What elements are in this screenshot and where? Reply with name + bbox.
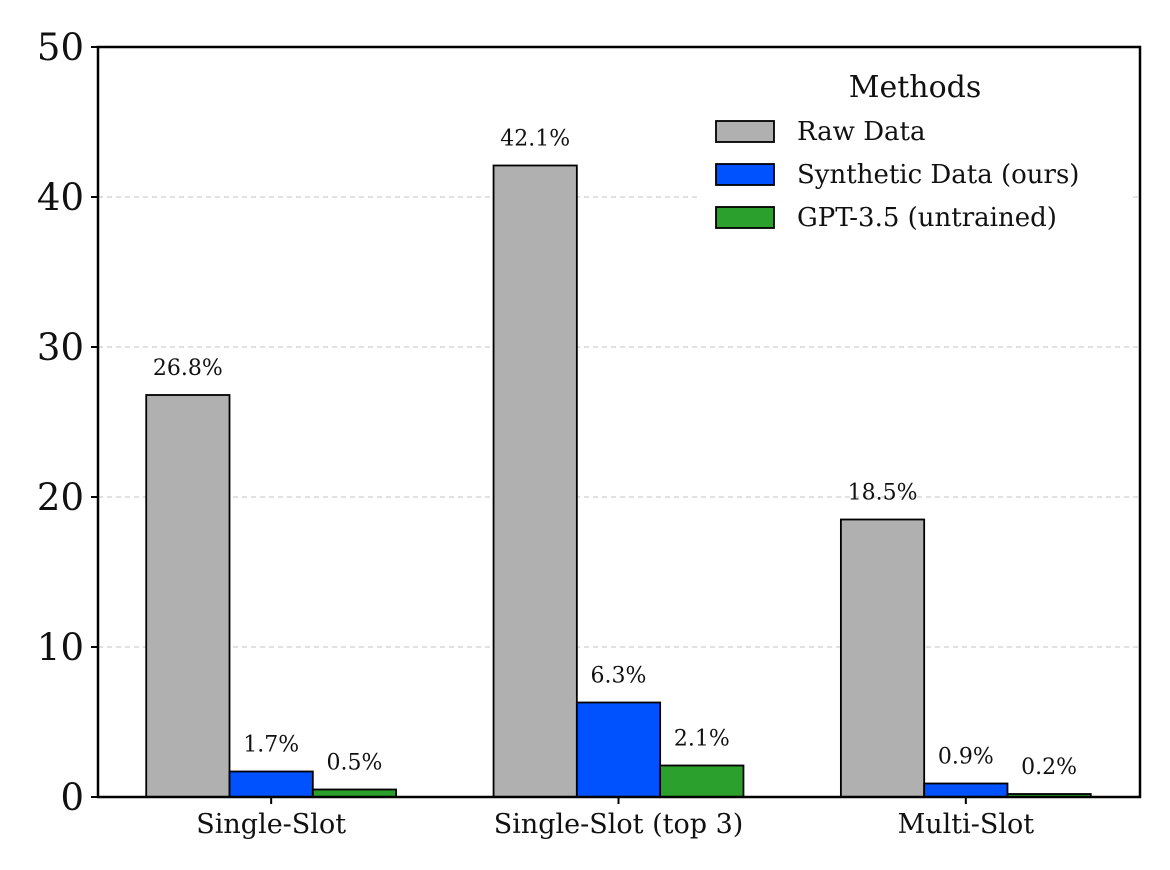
- data-label: 0.2%: [1021, 755, 1077, 780]
- legend-swatch: [715, 206, 775, 229]
- data-label: 6.3%: [591, 664, 647, 689]
- data-label: 0.9%: [938, 745, 994, 770]
- legend-title: Methods: [849, 70, 982, 105]
- y-tick-label: 50: [37, 26, 84, 69]
- bar: [145, 394, 231, 798]
- data-label: 18.5%: [848, 481, 918, 506]
- y-tick-label: 20: [37, 476, 84, 519]
- legend: Methods Raw Data Synthetic Data (ours) GPT…: [700, 58, 1130, 248]
- legend-swatch: [715, 163, 775, 186]
- grid-lines: [98, 196, 1140, 648]
- x-tick-label: Multi-Slot: [898, 809, 1035, 840]
- bar: [228, 770, 314, 798]
- plot-frame: [96, 45, 1142, 799]
- x-tick-label: Single-Slot: [196, 809, 346, 840]
- bar: [492, 164, 578, 798]
- bar: [575, 701, 662, 798]
- legend-label: GPT-3.5 (untrained): [797, 203, 1057, 233]
- data-label: 42.1%: [500, 127, 570, 152]
- bar: [923, 782, 1009, 798]
- data-label: 26.8%: [153, 356, 223, 381]
- legend-label: Synthetic Data (ours): [797, 160, 1079, 190]
- y-tick-label: 10: [37, 626, 84, 669]
- data-label: 1.7%: [243, 733, 299, 758]
- y-axis: 0 10 20 30 40 50: [37, 26, 98, 819]
- legend-items: Raw Data Synthetic Data (ours) GPT-3.5 (un…: [715, 117, 1079, 233]
- bar: [659, 764, 745, 798]
- y-tick-label: 0: [60, 776, 84, 819]
- y-tick-label: 30: [37, 326, 84, 369]
- legend-swatch: [715, 120, 775, 143]
- x-tick-label: Single-Slot (top 3): [494, 809, 744, 840]
- legend-label: Raw Data: [797, 117, 926, 147]
- bar: [839, 518, 926, 798]
- x-axis: Single-Slot Single-Slot (top 3) Multi-Slot: [196, 797, 1034, 840]
- data-label: 0.5%: [327, 751, 383, 776]
- data-label: 2.1%: [674, 727, 730, 752]
- y-tick-label: 40: [37, 176, 84, 219]
- bars: 26.8% 1.7% 0.5% 42.1% 6.3% 2.1% 18.5% 0.9% 0.2%: [145, 127, 1092, 798]
